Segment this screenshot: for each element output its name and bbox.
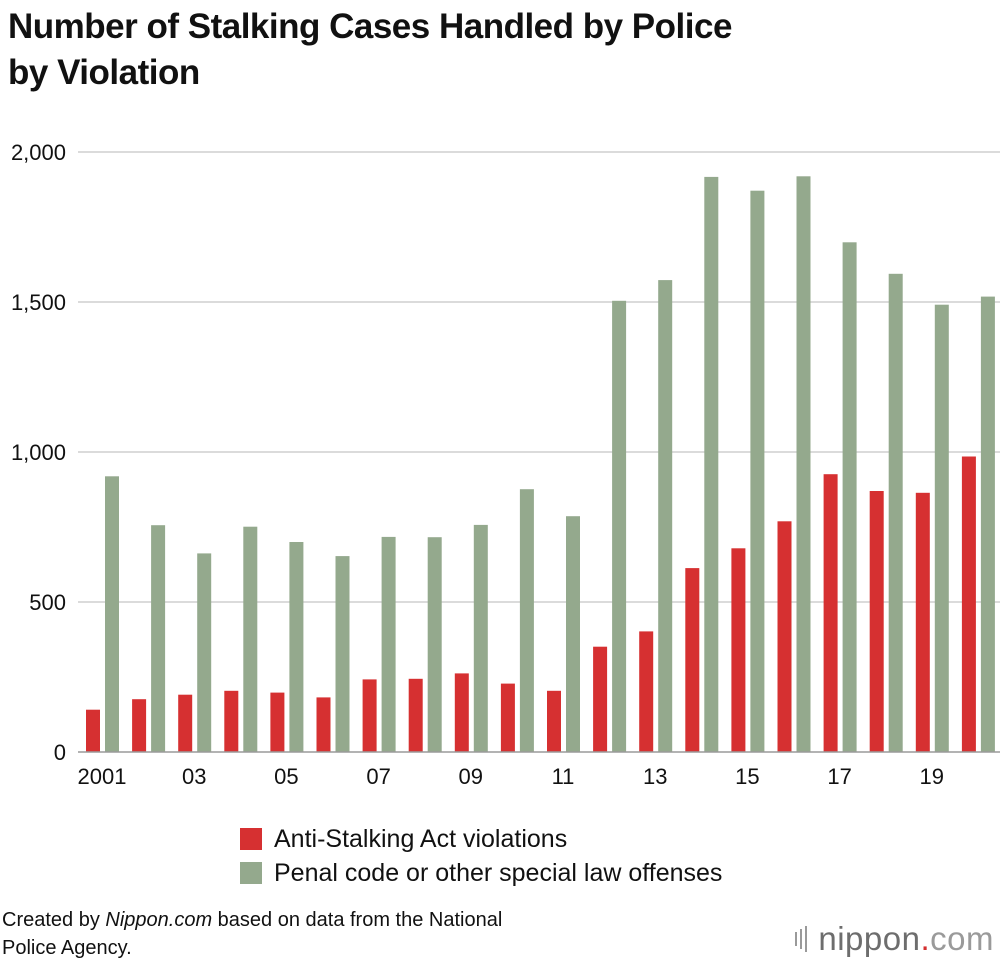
bar-penal-code: [519, 489, 534, 752]
bar-penal-code: [566, 516, 580, 752]
bar-penal-code: [427, 537, 442, 752]
bar-penal-code: [612, 300, 627, 752]
credit-prefix: Created by: [2, 909, 106, 931]
chart-title-line-2: by Violation: [8, 53, 200, 92]
x-tick-label: 09: [459, 764, 483, 789]
chart-title: Number of Stalking Cases Handled by Poli…: [8, 4, 908, 96]
bar-penal-code: [980, 296, 995, 752]
bar-penal-code: [842, 242, 857, 753]
nippon-logo[interactable]: nippon. com: [795, 920, 994, 958]
credit-site-link[interactable]: Nippon.com: [105, 909, 213, 931]
bar-anti-stalking: [731, 548, 746, 752]
bar-penal-code: [796, 176, 811, 753]
source-credit-line-1: Created by Nippon.com based on data from…: [2, 906, 502, 934]
bar-anti-stalking: [132, 699, 147, 752]
source-credit-line-2: Police Agency.: [2, 937, 132, 959]
x-tick-label: 17: [827, 764, 851, 789]
x-tick-label: 2001: [78, 764, 127, 789]
logo-word: nippon: [818, 920, 921, 957]
bar-penal-code: [289, 542, 304, 752]
bar-anti-stalking: [270, 692, 285, 752]
logo-bars-icon: [795, 926, 810, 952]
bar-penal-code: [335, 556, 350, 752]
credit-suffix: based on data from the National: [212, 909, 503, 931]
bar-anti-stalking: [454, 673, 469, 752]
x-tick-label: 15: [735, 764, 759, 789]
bar-penal-code: [658, 280, 673, 752]
y-tick-label: 1,500: [11, 290, 66, 315]
legend-swatch-penal-code: [240, 862, 262, 884]
x-tick-label: 11: [552, 764, 575, 789]
x-tick-label: 03: [182, 764, 206, 789]
bar-penal-code: [888, 273, 903, 752]
bar-anti-stalking: [224, 690, 239, 752]
bar-penal-code: [105, 476, 119, 752]
bar-anti-stalking: [869, 491, 884, 752]
bar-penal-code: [151, 525, 166, 752]
y-tick-label: 1,000: [11, 440, 66, 465]
bar-anti-stalking: [362, 679, 377, 752]
bar-anti-stalking: [408, 678, 423, 752]
x-tick-label: 13: [643, 764, 667, 789]
x-tick-label: 05: [274, 764, 298, 789]
bar-chart: 2,000 1,500 1,000 500 0 2001 03 05 07 09 11 13 15 17 1…: [11, 140, 1000, 789]
bar-anti-stalking: [639, 631, 654, 752]
bar-anti-stalking: [915, 492, 930, 752]
y-tick-label: 0: [54, 740, 66, 765]
x-tick-label: 07: [366, 764, 390, 789]
legend-label-penal-code: Penal code or other special law offenses: [274, 858, 723, 887]
bar-anti-stalking: [86, 709, 100, 752]
bar-penal-code: [243, 526, 258, 752]
bar-anti-stalking: [685, 568, 700, 752]
bar-anti-stalking: [593, 646, 608, 752]
bar-anti-stalking: [777, 521, 792, 752]
bar-anti-stalking: [500, 683, 515, 752]
legend-item-anti-stalking: Anti-Stalking Act violations: [240, 822, 722, 856]
legend-swatch-anti-stalking: [240, 828, 262, 850]
legend-item-penal-code: Penal code or other special law offenses: [240, 856, 722, 890]
bar-penal-code: [750, 190, 765, 752]
bar-anti-stalking: [961, 456, 976, 752]
bar-anti-stalking: [316, 697, 331, 752]
logo-tld: com: [930, 920, 994, 957]
bar-penal-code: [197, 553, 212, 752]
source-credit: Created by Nippon.com based on data from…: [2, 906, 502, 962]
legend-label-anti-stalking: Anti-Stalking Act violations: [274, 824, 568, 853]
bar-anti-stalking: [547, 690, 561, 752]
chart-legend: Anti-Stalking Act violations Penal code …: [240, 822, 722, 890]
logo-dot: .: [920, 920, 931, 957]
chart-title-line-1: Number of Stalking Cases Handled by Poli…: [8, 7, 732, 46]
bar-anti-stalking: [823, 474, 838, 752]
y-tick-label: 500: [29, 590, 66, 615]
bar-anti-stalking: [178, 694, 193, 752]
y-tick-label: 2,000: [11, 140, 66, 165]
bar-penal-code: [381, 536, 396, 752]
bar-penal-code: [704, 176, 719, 752]
bar-penal-code: [473, 524, 488, 752]
bar-penal-code: [934, 304, 949, 752]
x-tick-label: 19: [920, 764, 944, 789]
